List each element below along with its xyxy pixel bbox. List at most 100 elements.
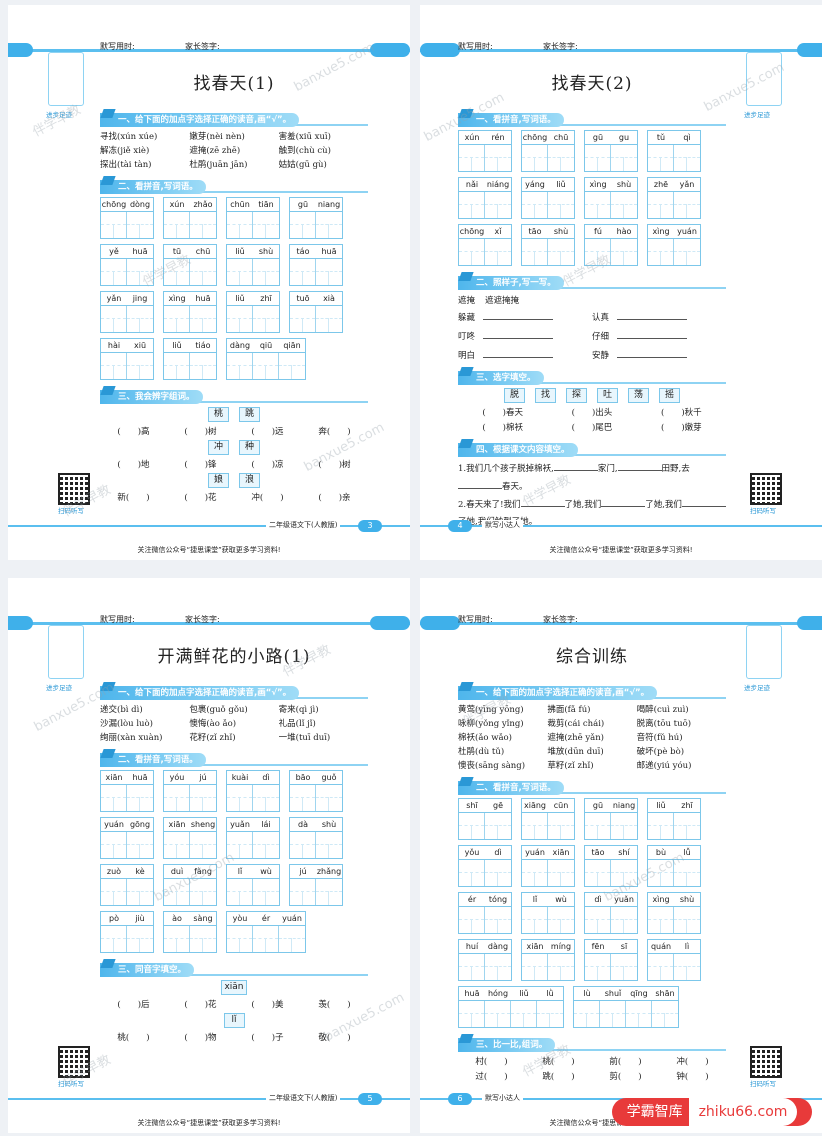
pinyin: lì — [674, 940, 700, 954]
pinyin: chōng — [459, 225, 485, 239]
fill-item: 钟( ) — [676, 1072, 709, 1082]
write-cell — [485, 907, 511, 933]
heading-text: 四、根据课文内容填空。 — [458, 443, 578, 457]
write-cell — [674, 145, 700, 171]
pinyin: hóng — [485, 987, 511, 1001]
answer-blank — [617, 310, 688, 320]
write-cell — [548, 954, 574, 980]
fill-item: 村( ) — [475, 1057, 508, 1067]
choice-item: 包裹(guǒ gǒu) — [189, 705, 248, 715]
fill-item: ( )嫩芽 — [661, 423, 702, 433]
word-box: xiān sheng — [163, 817, 217, 859]
write-cell — [648, 954, 674, 980]
pinyin: xǐ — [485, 225, 511, 239]
pinyin: huā — [459, 987, 485, 1001]
write-cell — [585, 192, 611, 218]
pinyin: fàng — [190, 865, 216, 879]
word-box: yě huā — [100, 244, 154, 286]
pinyin-row: gū niang — [585, 799, 637, 813]
write-cell — [164, 212, 190, 238]
cell-row — [101, 926, 153, 952]
fill-item: ( )花 — [184, 493, 217, 503]
pinyin: yuǎn — [611, 893, 637, 907]
pinyin: sheng — [190, 818, 216, 832]
pinyin: ér — [459, 893, 485, 907]
write-cell — [227, 926, 253, 952]
fill-group: lǐ 桃( ) ( )物 ( )子 敬( ) — [100, 1013, 368, 1043]
pinyin: shù — [316, 818, 342, 832]
word-box: ér tóng — [458, 892, 512, 934]
write-cell — [164, 306, 190, 332]
word-box: yòu ér yuán — [226, 911, 306, 953]
pinyin-row: yǎn jing — [101, 292, 153, 306]
pinyin-row: nǎi niáng — [459, 178, 511, 192]
cell-row — [648, 192, 700, 218]
pinyin-row: yǒu dì — [459, 846, 511, 860]
pinyin: yóu — [164, 771, 190, 785]
section-heading: 一、给下面的加点字选择正确的读音,画“√”。 — [100, 107, 368, 127]
write-cell — [600, 1001, 626, 1027]
pinyin-row: hài xiū — [101, 339, 153, 353]
pinyin-row: yuán gōng — [101, 818, 153, 832]
pinyin-row: táo huā — [290, 245, 342, 259]
fill-item: ( )春天 — [482, 408, 523, 418]
page: 默写用时: 家长签字: 进步足迹 扫码听写 找春天(1) 一、给下面的加点字选择正确的读音… — [8, 5, 410, 560]
pinyin-row: lù shuǐ qīng shān — [574, 987, 678, 1001]
sentence-part: 2.春天来了!我们 — [458, 500, 521, 510]
fill-item: ( )出头 — [571, 408, 613, 418]
write-cell — [648, 813, 674, 839]
fill-line: 桃( ) ( )物 ( )子 敬( ) — [100, 1031, 368, 1043]
char-option: 吐 — [597, 388, 618, 403]
pinyin: qiān — [279, 339, 305, 353]
word-box: chōng chū — [521, 130, 575, 172]
write-word: 安静 — [592, 351, 610, 361]
pinyin: jú — [190, 771, 216, 785]
pinyin: ào — [164, 912, 190, 926]
header-tab — [797, 616, 822, 630]
example-row: 遮掩 遮遮掩掩 — [458, 293, 726, 310]
word-box: xìng yuán — [647, 224, 701, 266]
pinyin-row: xìng shù — [585, 178, 637, 192]
scan-label: 扫码听写 — [750, 507, 776, 515]
write-item: 仔细 — [592, 329, 726, 342]
pinyin: liǔ — [548, 178, 574, 192]
pinyin: chōng — [101, 198, 127, 212]
write-cell — [290, 259, 316, 285]
pinyin-row: duì fàng — [164, 865, 216, 879]
write-cell — [290, 212, 316, 238]
word-box: lǐ wù — [521, 892, 575, 934]
pinyin: xìng — [585, 178, 611, 192]
section-heading: 三、同音字填空。 — [100, 957, 368, 977]
char-option: 找 — [535, 388, 556, 403]
cell-row — [522, 954, 574, 980]
cell-row — [648, 145, 700, 171]
header-tab — [8, 43, 33, 57]
cell-row — [648, 813, 700, 839]
pinyin: liǔ — [164, 339, 190, 353]
pinyin: qiū — [253, 339, 279, 353]
write-cell — [279, 926, 305, 952]
char-row: 娘浪 — [100, 473, 368, 488]
write-cell — [227, 353, 253, 379]
pinyin: jú — [290, 865, 316, 879]
cell-row — [522, 239, 574, 265]
choice-list: 黄莺(yīng yōng) 拂面(fǎ fú) 喝醉(cuì zuì) 咏柳(yǒng… — [458, 703, 726, 771]
writing-grid: chōng dòng xún zhǎo chūn tiān gū niang yě huā tū ch… — [100, 197, 368, 380]
answer-blank — [617, 329, 688, 339]
fill-item: ( )花 — [184, 1000, 217, 1010]
write-cell — [585, 813, 611, 839]
write-cell — [522, 860, 548, 886]
pinyin: tū — [164, 245, 190, 259]
section-heading: 二、看拼音,写词语。 — [100, 174, 368, 194]
cell-row — [522, 192, 574, 218]
choice-item: 触到(chù cù) — [278, 146, 331, 156]
brand-name: 学霸智库 — [626, 1104, 683, 1120]
choice-item: 草籽(zǐ zhǐ) — [547, 761, 594, 771]
cell-row — [459, 907, 511, 933]
content: 一、看拼音,写词语。 xún rén chōng chū gū gu tǔ qì nǎi niáng… — [458, 103, 726, 531]
write-cell — [253, 832, 279, 858]
cell-row — [522, 145, 574, 171]
cell-row — [227, 306, 279, 332]
fill-item: ( )秋千 — [661, 408, 702, 418]
pinyin-row: quán lì — [648, 940, 700, 954]
